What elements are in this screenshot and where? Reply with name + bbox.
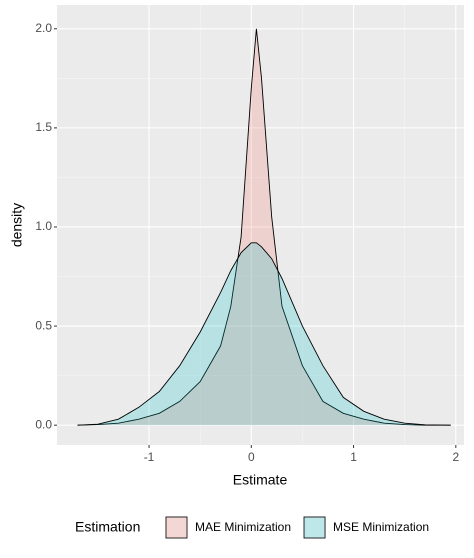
areas (77, 28, 451, 426)
density-line (77, 28, 451, 426)
y-tick-label: 0.0 (35, 417, 52, 431)
legend-label: MAE Minimization (195, 520, 291, 534)
x-tick-label: 2 (452, 450, 459, 464)
legend-swatch (165, 516, 188, 539)
y-tick-label: 1.5 (35, 120, 52, 134)
density-line (77, 242, 451, 426)
y-axis-title: density (9, 203, 25, 247)
density-area (77, 28, 451, 426)
x-axis-title: Estimate (233, 472, 288, 488)
legend: MAE Minimization MSE Minimization (165, 516, 429, 539)
grid (57, 5, 464, 445)
x-tick-label: 1 (350, 450, 357, 464)
legend-key (303, 516, 326, 539)
legend-label: MSE Minimization (333, 520, 429, 534)
density-area (77, 242, 451, 426)
y-tick-label: 1.0 (35, 219, 52, 233)
legend-key (165, 516, 188, 539)
y-tick-label: 2.0 (35, 21, 52, 35)
y-tick-label: 0.5 (35, 318, 52, 332)
x-tick-label: 0 (248, 450, 255, 464)
legend-title: Estimation (75, 519, 140, 535)
x-tick-label: -1 (144, 450, 155, 464)
legend-swatch (303, 516, 327, 539)
